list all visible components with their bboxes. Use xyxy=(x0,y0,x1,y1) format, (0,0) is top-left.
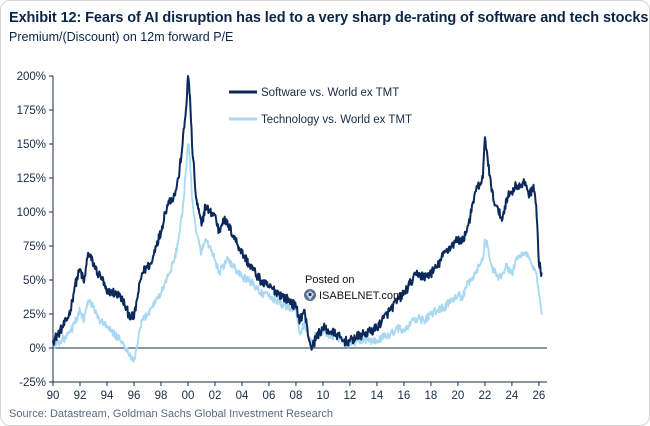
x-tick-label: 20 xyxy=(452,390,465,401)
line-chart: -25% 0% 25% 50% 75% 100% 125% 150% 175% 200% 90 92… xyxy=(17,71,547,401)
x-tick-label: 16 xyxy=(398,390,411,401)
x-tick-label: 18 xyxy=(425,390,438,401)
y-axis-ticks: -25% 0% 25% 50% 75% 100% 125% 150% 175% 200% xyxy=(17,71,53,389)
x-tick-label: 92 xyxy=(74,390,87,401)
x-tick-label: 10 xyxy=(317,390,330,401)
x-axis-ticks: 90 92 94 96 98 00 02 04 06 08 10 12 14 16 18 20 22 24 26 xyxy=(47,382,546,401)
y-tick-label: 75% xyxy=(23,241,46,253)
y-tick-label: 100% xyxy=(17,207,46,219)
chart-title: Exhibit 12: Fears of AI disruption has l… xyxy=(9,10,649,26)
x-tick-label: 12 xyxy=(344,390,357,401)
x-tick-label: 14 xyxy=(371,390,384,401)
y-tick-label: 200% xyxy=(17,71,46,83)
x-tick-label: 26 xyxy=(533,390,546,401)
x-tick-label: 04 xyxy=(236,390,249,401)
x-tick-label: 02 xyxy=(209,390,222,401)
y-tick-label: -25% xyxy=(19,377,46,389)
chart-subtitle: Premium/(Discount) on 12m forward P/E xyxy=(9,30,234,44)
x-tick-label: 06 xyxy=(263,390,276,401)
series-line-technology xyxy=(52,143,543,363)
watermark-posted-on: Posted on xyxy=(305,274,355,286)
x-tick-label: 90 xyxy=(47,390,60,401)
legend-label-technology: Technology vs. World ex TMT xyxy=(261,114,412,126)
y-tick-label: 125% xyxy=(17,173,46,185)
x-tick-label: 94 xyxy=(101,390,114,401)
y-tick-label: 175% xyxy=(17,105,46,117)
x-tick-label: 24 xyxy=(506,390,519,401)
y-tick-label: 25% xyxy=(23,309,46,321)
x-tick-label: 96 xyxy=(128,390,141,401)
isabelnet-logo-icon xyxy=(304,289,316,301)
y-tick-label: 50% xyxy=(23,275,46,287)
x-tick-label: 98 xyxy=(155,390,168,401)
y-tick-label: 150% xyxy=(17,139,46,151)
source-note: Source: Datastream, Goldman Sachs Global… xyxy=(9,408,334,420)
x-tick-label: 22 xyxy=(479,390,492,401)
x-tick-label: 00 xyxy=(182,390,195,401)
watermark-isabelnet: ISABELNET.com xyxy=(319,290,402,302)
y-tick-label: 0% xyxy=(29,343,46,355)
series-line-software xyxy=(52,75,543,351)
legend-label-software: Software vs. World ex TMT xyxy=(261,87,399,99)
watermark: Posted on ISABELNET.com xyxy=(304,274,402,302)
x-tick-label: 08 xyxy=(290,390,303,401)
legend: Software vs. World ex TMT Technology vs.… xyxy=(229,87,412,126)
series-lines xyxy=(52,75,543,363)
axes xyxy=(52,76,547,383)
